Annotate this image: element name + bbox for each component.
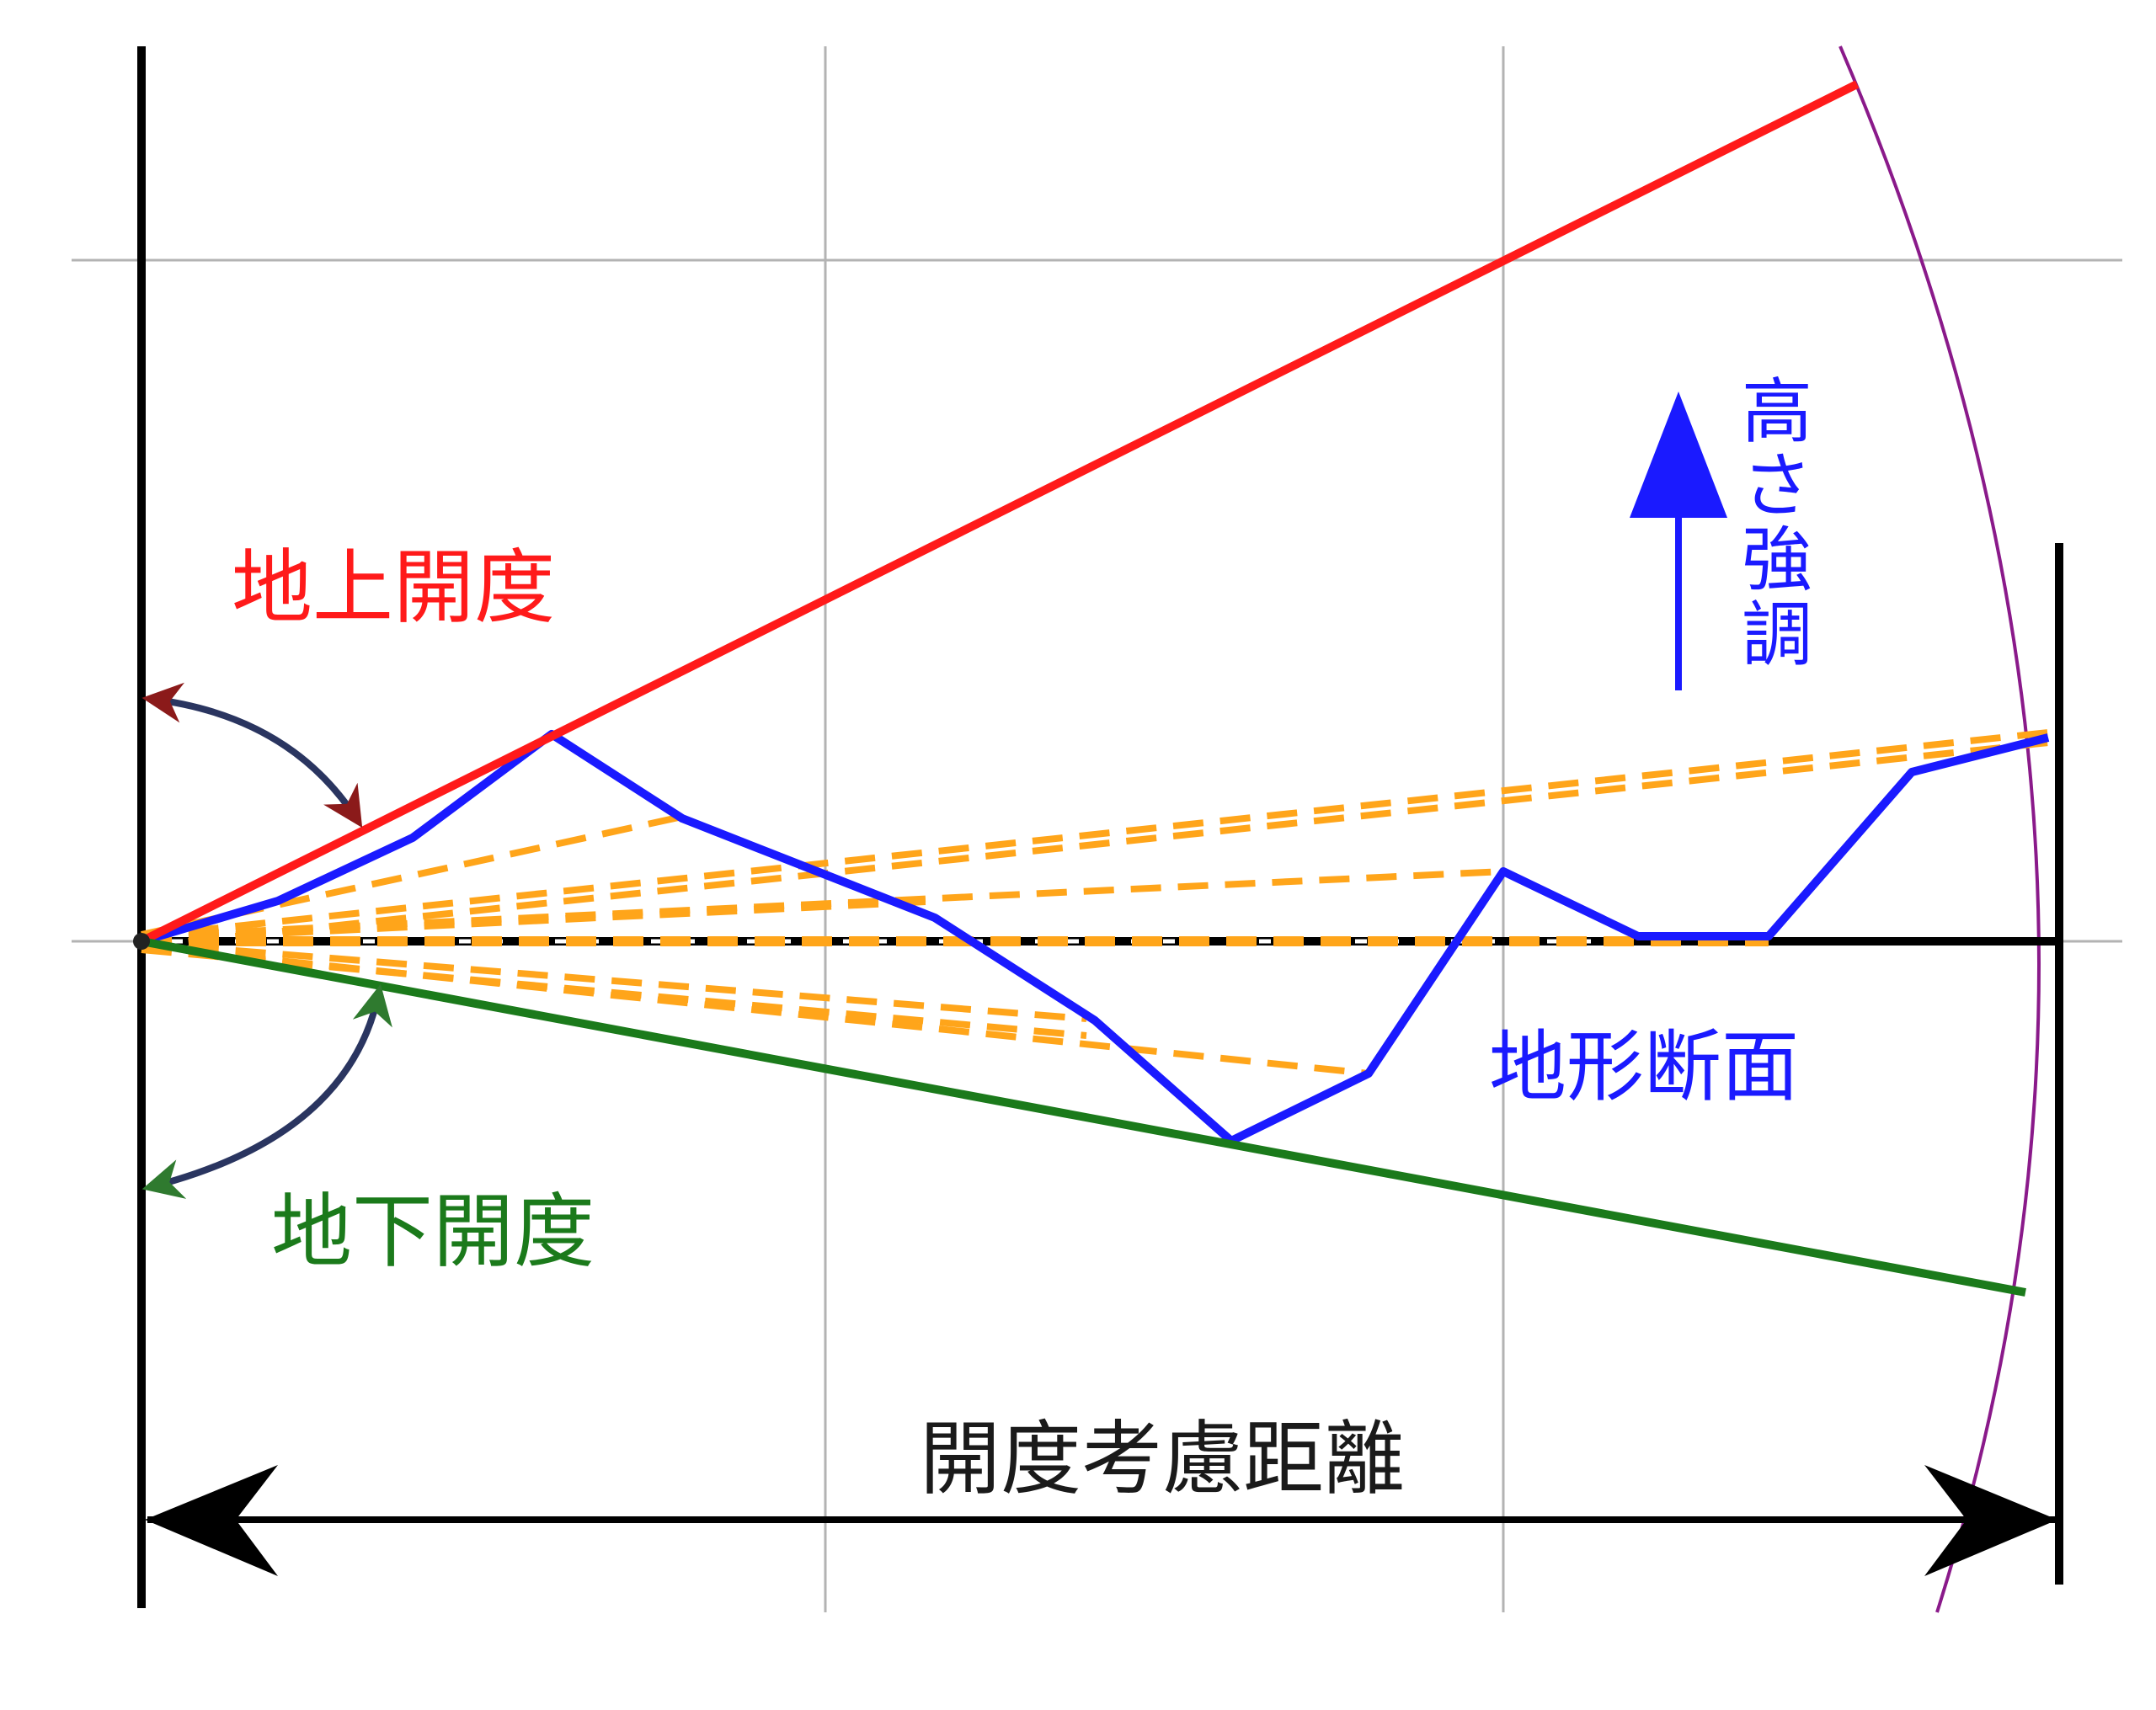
consideration-distance-label: 開度考慮距離	[920, 1412, 1405, 1506]
openness-above-label: 地上開度	[232, 541, 555, 635]
sight-line	[141, 897, 936, 944]
openness-above-angle-arrow	[141, 682, 363, 828]
terrain-profile-line	[140, 730, 2050, 1145]
distance-arrowhead-right	[1924, 1465, 2057, 1576]
openness-below-label: 地下開度	[271, 1185, 595, 1279]
openness-below-line	[141, 937, 2026, 1297]
origin-point	[133, 933, 150, 950]
boundary-arc	[1838, 45, 2041, 1613]
height-emphasis-label: 高さ強調	[1742, 370, 1813, 676]
height-emphasis-arrowhead	[1630, 392, 1727, 518]
sight-lines	[141, 729, 2049, 1077]
openness-above-line	[139, 80, 1860, 946]
distance-arrowhead-left	[145, 1465, 278, 1576]
sight-line	[141, 940, 1087, 1022]
sight-line	[141, 739, 2049, 950]
sight-line	[141, 729, 2049, 940]
grid	[72, 46, 2122, 1612]
openness-below-angle-arrow	[141, 983, 392, 1199]
terrain-profile-label: 地形断面	[1489, 1022, 1800, 1112]
sight-line	[141, 946, 1087, 1039]
